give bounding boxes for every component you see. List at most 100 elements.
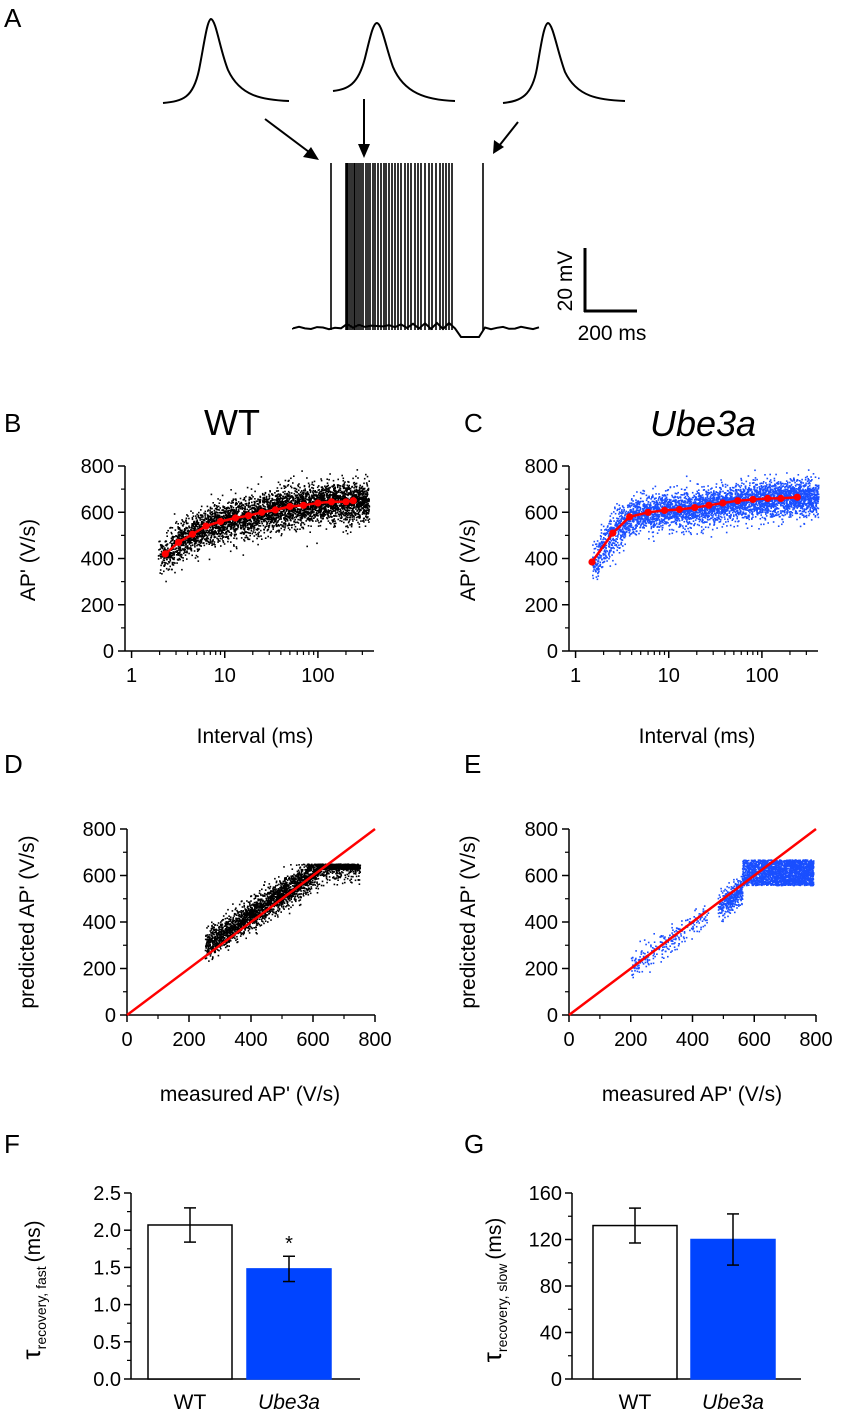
point (327, 487, 330, 489)
point (642, 504, 644, 506)
point (274, 495, 277, 498)
point (304, 516, 306, 519)
point (240, 532, 242, 534)
point (643, 506, 646, 508)
point (362, 510, 365, 512)
point (243, 540, 246, 542)
point (697, 518, 700, 520)
point (277, 501, 280, 504)
point (274, 505, 277, 507)
point (351, 493, 353, 496)
point (320, 515, 322, 518)
point (227, 513, 230, 515)
point (295, 511, 298, 513)
point (310, 519, 312, 521)
point (287, 527, 290, 529)
point (237, 526, 239, 529)
point (297, 484, 299, 486)
point (217, 535, 220, 537)
point (798, 483, 801, 486)
point (327, 494, 329, 497)
point (355, 505, 358, 507)
point (597, 558, 600, 560)
point (186, 558, 188, 560)
point (336, 499, 339, 502)
point (716, 511, 719, 513)
point (252, 507, 254, 510)
point (232, 498, 235, 500)
point (271, 514, 273, 517)
point (214, 512, 217, 515)
point (242, 533, 245, 535)
point (326, 490, 329, 492)
point (302, 515, 304, 518)
point (208, 558, 211, 561)
point (190, 549, 192, 551)
point (348, 488, 350, 490)
point (165, 562, 167, 564)
point (340, 513, 343, 515)
point (248, 522, 250, 524)
point (194, 523, 196, 525)
point (194, 526, 197, 528)
point (355, 485, 358, 488)
point (340, 497, 343, 500)
point (318, 489, 321, 491)
point (354, 491, 356, 493)
point (340, 517, 343, 519)
point (183, 521, 185, 524)
point (300, 496, 302, 499)
point (351, 505, 353, 507)
point (288, 517, 291, 520)
point (263, 494, 266, 496)
point (304, 488, 306, 490)
point (268, 522, 271, 525)
point (159, 540, 161, 543)
point (212, 531, 214, 533)
point (218, 509, 221, 511)
point (320, 494, 322, 497)
point (324, 507, 327, 510)
point (217, 541, 219, 543)
point (166, 563, 169, 565)
point (336, 508, 338, 510)
point (241, 525, 244, 527)
point (366, 507, 369, 509)
fit-point (349, 497, 357, 505)
point (251, 506, 254, 509)
point (361, 485, 364, 488)
point (333, 504, 335, 507)
point (263, 496, 266, 499)
point (301, 513, 304, 515)
point (200, 509, 202, 511)
data-cloud (592, 469, 820, 581)
point (343, 496, 346, 499)
point (176, 554, 178, 556)
point (328, 489, 330, 491)
point (351, 516, 353, 518)
x-axis-label: Interval (ms) (197, 725, 314, 748)
point (224, 526, 226, 528)
point (211, 518, 213, 520)
point (305, 513, 307, 516)
point (198, 540, 201, 542)
point (600, 532, 603, 534)
point (279, 499, 281, 501)
point (295, 488, 298, 490)
point (174, 562, 176, 564)
point (213, 509, 216, 512)
point (339, 505, 341, 508)
point (302, 500, 305, 502)
point (289, 515, 292, 518)
point (288, 511, 290, 514)
point (256, 514, 259, 516)
point (238, 520, 241, 523)
point (277, 481, 280, 484)
point (791, 500, 794, 503)
point (181, 535, 183, 537)
point (186, 545, 189, 547)
point (187, 537, 189, 540)
point (336, 511, 339, 514)
point (184, 529, 187, 531)
point (186, 532, 188, 535)
